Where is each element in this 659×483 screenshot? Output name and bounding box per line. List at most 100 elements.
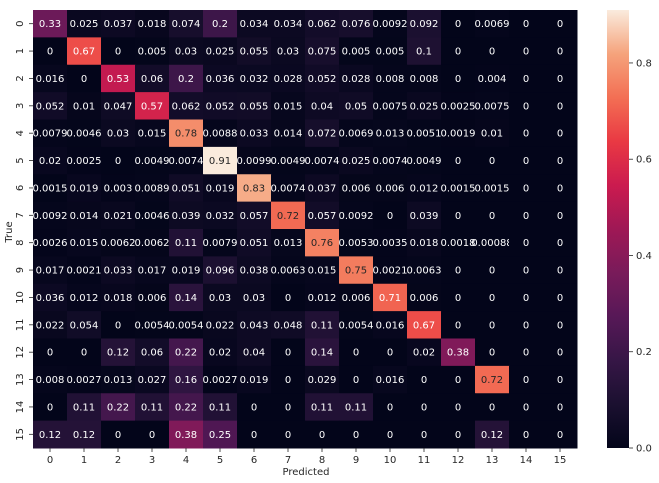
cell-annotation: 0.005 bbox=[138, 47, 167, 58]
cell-annotation: 0.043 bbox=[240, 320, 269, 331]
cell-annotation: 0 bbox=[557, 101, 563, 112]
heatmap-cell bbox=[169, 64, 204, 93]
cell-annotation: 0.03 bbox=[175, 47, 197, 58]
heatmap-cell bbox=[135, 229, 170, 257]
heatmap-cell bbox=[169, 311, 204, 339]
cell-annotation: 0.032 bbox=[206, 211, 235, 222]
cell-annotation: 0.0075 bbox=[475, 101, 510, 112]
cell-annotation: 0.051 bbox=[240, 238, 269, 249]
heatmap-cell bbox=[305, 229, 340, 257]
cell-annotation: 0.0054 bbox=[169, 320, 204, 331]
cell-annotation: 0.057 bbox=[240, 211, 269, 222]
heatmap-cell bbox=[407, 393, 442, 422]
colorbar bbox=[607, 10, 629, 448]
cell-annotation: 0.0079 bbox=[33, 129, 68, 140]
cell-annotation: 0.022 bbox=[36, 320, 65, 331]
heatmap-cell bbox=[543, 256, 578, 285]
heatmap-cell bbox=[67, 393, 102, 422]
cell-annotation: 0 bbox=[455, 156, 461, 167]
x-tick-label: 11 bbox=[418, 455, 431, 466]
heatmap-cell bbox=[135, 338, 170, 367]
cell-annotation: 0.025 bbox=[342, 156, 371, 167]
heatmap-cell bbox=[271, 420, 306, 449]
heatmap-cell bbox=[33, 201, 68, 230]
heatmap-cell bbox=[441, 393, 476, 422]
heatmap-cell bbox=[407, 256, 442, 285]
x-tick-label: 4 bbox=[183, 455, 189, 466]
cell-annotation: 0.12 bbox=[39, 430, 61, 441]
cell-annotation: 0.75 bbox=[345, 266, 367, 277]
heatmap-cell bbox=[135, 64, 170, 93]
heatmap-cell bbox=[407, 92, 442, 120]
cell-annotation: 0.018 bbox=[138, 19, 167, 30]
cell-annotation: 0.072 bbox=[308, 129, 337, 140]
heatmap-cell bbox=[67, 119, 102, 148]
heatmap-cell bbox=[237, 229, 272, 257]
heatmap-cell bbox=[339, 174, 374, 203]
cell-annotation: 0.0021 bbox=[373, 266, 408, 277]
heatmap-cell bbox=[67, 174, 102, 203]
cell-annotation: 0 bbox=[523, 320, 529, 331]
cell-annotation: 0 bbox=[149, 430, 155, 441]
heatmap-cell bbox=[509, 393, 544, 422]
heatmap-cell bbox=[203, 229, 238, 257]
cell-annotation: 0 bbox=[285, 293, 291, 304]
cell-annotation: 0.014 bbox=[70, 211, 99, 222]
heatmap-cell bbox=[135, 37, 170, 66]
heatmap-cell bbox=[67, 146, 102, 175]
cell-annotation: 0.034 bbox=[240, 19, 269, 30]
cell-annotation: 0.0015 bbox=[441, 183, 476, 194]
cell-annotation: 0.0054 bbox=[339, 320, 374, 331]
heatmap-cell bbox=[135, 365, 170, 394]
y-tick-label: 8 bbox=[15, 240, 26, 246]
heatmap-cell bbox=[509, 10, 544, 38]
cell-annotation: 0.017 bbox=[138, 266, 167, 277]
cell-annotation: 0.039 bbox=[172, 211, 201, 222]
cell-annotation: 0.019 bbox=[70, 183, 99, 194]
cell-annotation: 0.003 bbox=[104, 183, 133, 194]
cell-annotation: 0.53 bbox=[107, 74, 129, 85]
cell-annotation: 0.075 bbox=[308, 47, 337, 58]
x-tick-label: 3 bbox=[149, 455, 155, 466]
heatmap-cell bbox=[441, 119, 476, 148]
cell-annotation: 0.14 bbox=[175, 293, 197, 304]
y-axis-label: True bbox=[4, 221, 15, 243]
heatmap-cell bbox=[169, 10, 204, 38]
cell-annotation: 0.0053 bbox=[339, 238, 374, 249]
cell-annotation: 0 bbox=[523, 183, 529, 194]
heatmap-cell bbox=[305, 201, 340, 230]
heatmap-cell bbox=[373, 92, 408, 120]
y-tick-label: 12 bbox=[15, 346, 26, 359]
cell-annotation: 0 bbox=[523, 238, 529, 249]
heatmap-cell bbox=[135, 256, 170, 285]
cell-annotation: 0.025 bbox=[410, 101, 439, 112]
cell-annotation: 0.06 bbox=[141, 348, 163, 359]
heatmap-cell bbox=[67, 229, 102, 257]
cell-annotation: 0.022 bbox=[206, 320, 235, 331]
cell-annotation: 0.11 bbox=[209, 402, 231, 413]
colorbar-tick-label: 0.6 bbox=[636, 155, 652, 166]
cell-annotation: 0 bbox=[557, 19, 563, 30]
heatmap-cell bbox=[543, 311, 578, 339]
cell-annotation: 0.032 bbox=[240, 74, 269, 85]
heatmap-cell bbox=[101, 283, 136, 312]
heatmap-cell bbox=[407, 420, 442, 449]
heatmap-cell bbox=[101, 64, 136, 93]
heatmap-cell bbox=[441, 10, 476, 38]
heatmap-cell bbox=[169, 229, 204, 257]
cell-annotation: 0.0025 bbox=[67, 156, 102, 167]
heatmap-cell bbox=[169, 174, 204, 203]
cell-annotation: 0.83 bbox=[243, 183, 265, 194]
cell-annotation: 0 bbox=[523, 266, 529, 277]
heatmap-cell bbox=[407, 365, 442, 394]
heatmap-cell bbox=[543, 338, 578, 367]
y-tick-label: 13 bbox=[15, 373, 26, 386]
cell-annotation: 0 bbox=[557, 348, 563, 359]
heatmap-cell bbox=[509, 201, 544, 230]
heatmap-cell bbox=[67, 256, 102, 285]
heatmap-cell bbox=[135, 10, 170, 38]
heatmap-cell bbox=[169, 338, 204, 367]
cell-annotation: 0 bbox=[557, 183, 563, 194]
y-tick-label: 15 bbox=[15, 428, 26, 441]
cell-annotation: 0.018 bbox=[410, 238, 439, 249]
